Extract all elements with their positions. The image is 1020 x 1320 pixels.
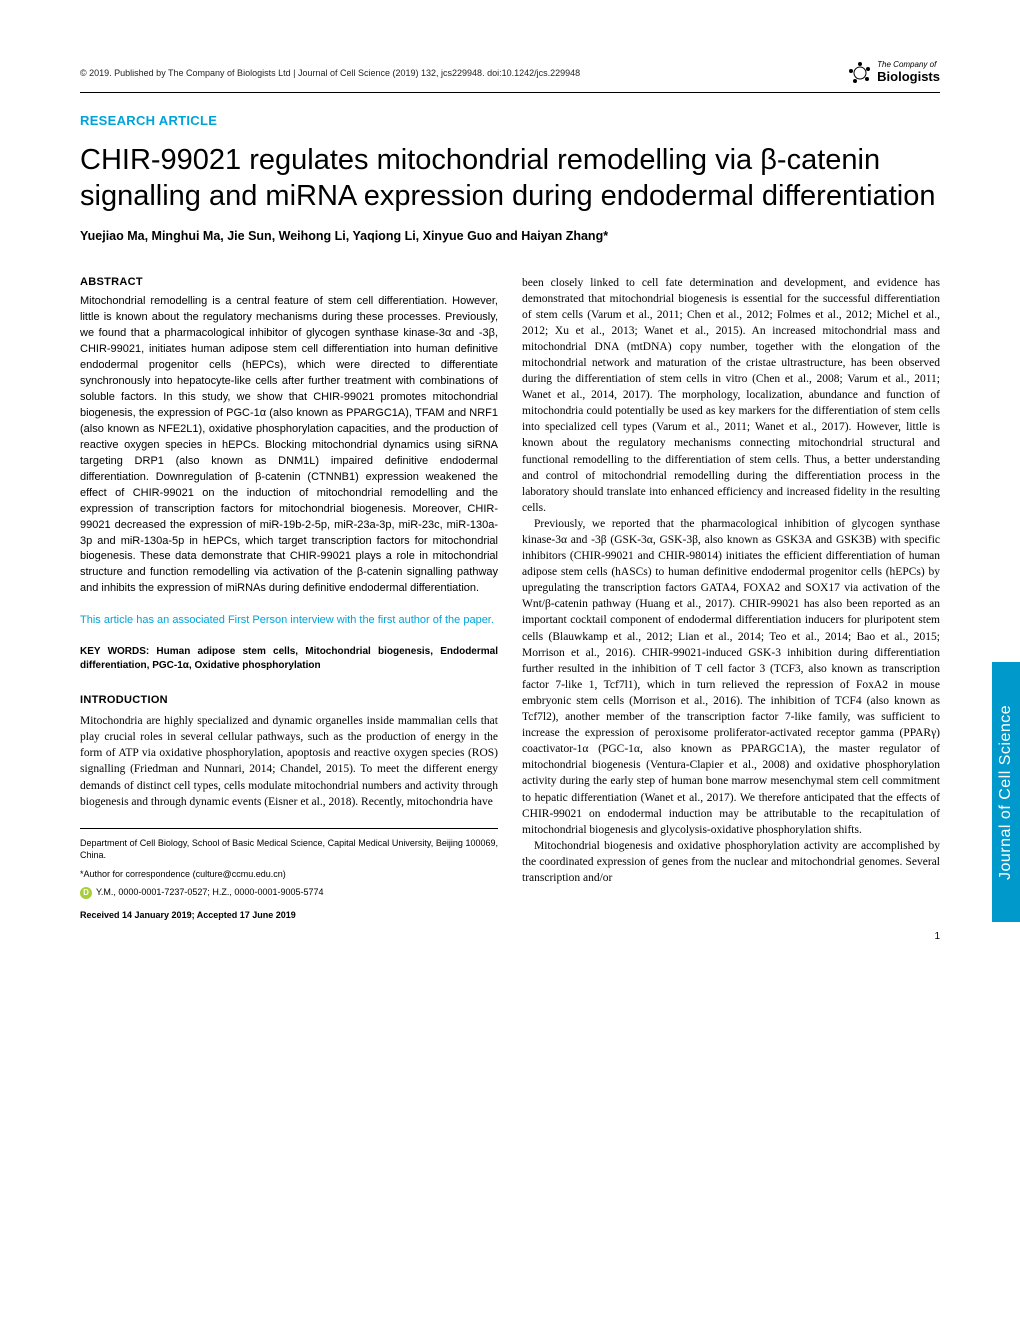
orcid-icon: D <box>80 887 92 899</box>
article-dates: Received 14 January 2019; Accepted 17 Ju… <box>80 909 498 922</box>
publisher-logo: The Company of Biologists <box>847 60 940 86</box>
intro-col2-para3: Mitochondrial biogenesis and oxidative p… <box>522 838 940 886</box>
right-column: been closely linked to cell fate determi… <box>522 275 940 922</box>
intro-para1: Mitochondria are highly specialized and … <box>80 713 498 810</box>
intro-body-left: Mitochondria are highly specialized and … <box>80 713 498 810</box>
correspondence: *Author for correspondence (culture@ccmu… <box>80 868 498 881</box>
intro-col2-para1: been closely linked to cell fate determi… <box>522 275 940 516</box>
page-container: © 2019. Published by The Company of Biol… <box>0 0 1020 962</box>
author-list: Yuejiao Ma, Minghui Ma, Jie Sun, Weihong… <box>80 229 940 243</box>
article-type: RESEARCH ARTICLE <box>80 113 940 128</box>
affiliation-block: Department of Cell Biology, School of Ba… <box>80 828 498 922</box>
abstract-body: Mitochondrial remodelling is a central f… <box>80 294 498 597</box>
introduction-heading: INTRODUCTION <box>80 693 498 709</box>
logo-text: The Company of Biologists <box>877 61 940 84</box>
journal-ref: Journal of Cell Science (2019) 132, jcs2… <box>298 68 580 78</box>
copyright-text: © 2019. Published by The Company of Biol… <box>80 68 291 78</box>
abstract-heading: ABSTRACT <box>80 275 498 291</box>
article-title: CHIR-99021 regulates mitochondrial remod… <box>80 142 940 215</box>
affiliation-text: Department of Cell Biology, School of Ba… <box>80 837 498 862</box>
page-number: 1 <box>934 931 940 942</box>
logo-icon <box>847 60 873 86</box>
header-bar: © 2019. Published by The Company of Biol… <box>80 60 940 93</box>
two-column-layout: ABSTRACT Mitochondrial remodelling is a … <box>80 275 940 922</box>
orcid-ids: Y.M., 0000-0001-7237-0527; H.Z., 0000-00… <box>96 886 324 899</box>
left-column: ABSTRACT Mitochondrial remodelling is a … <box>80 275 498 922</box>
first-person-note: This article has an associated First Per… <box>80 613 498 629</box>
header-text: © 2019. Published by The Company of Biol… <box>80 68 580 78</box>
keywords: KEY WORDS: Human adipose stem cells, Mit… <box>80 645 498 673</box>
journal-side-tab: Journal of Cell Science <box>992 662 1020 922</box>
orcid-line: D Y.M., 0000-0001-7237-0527; H.Z., 0000-… <box>80 886 498 899</box>
intro-col2-para2: Previously, we reported that the pharmac… <box>522 516 940 838</box>
logo-line2: Biologists <box>877 70 940 84</box>
